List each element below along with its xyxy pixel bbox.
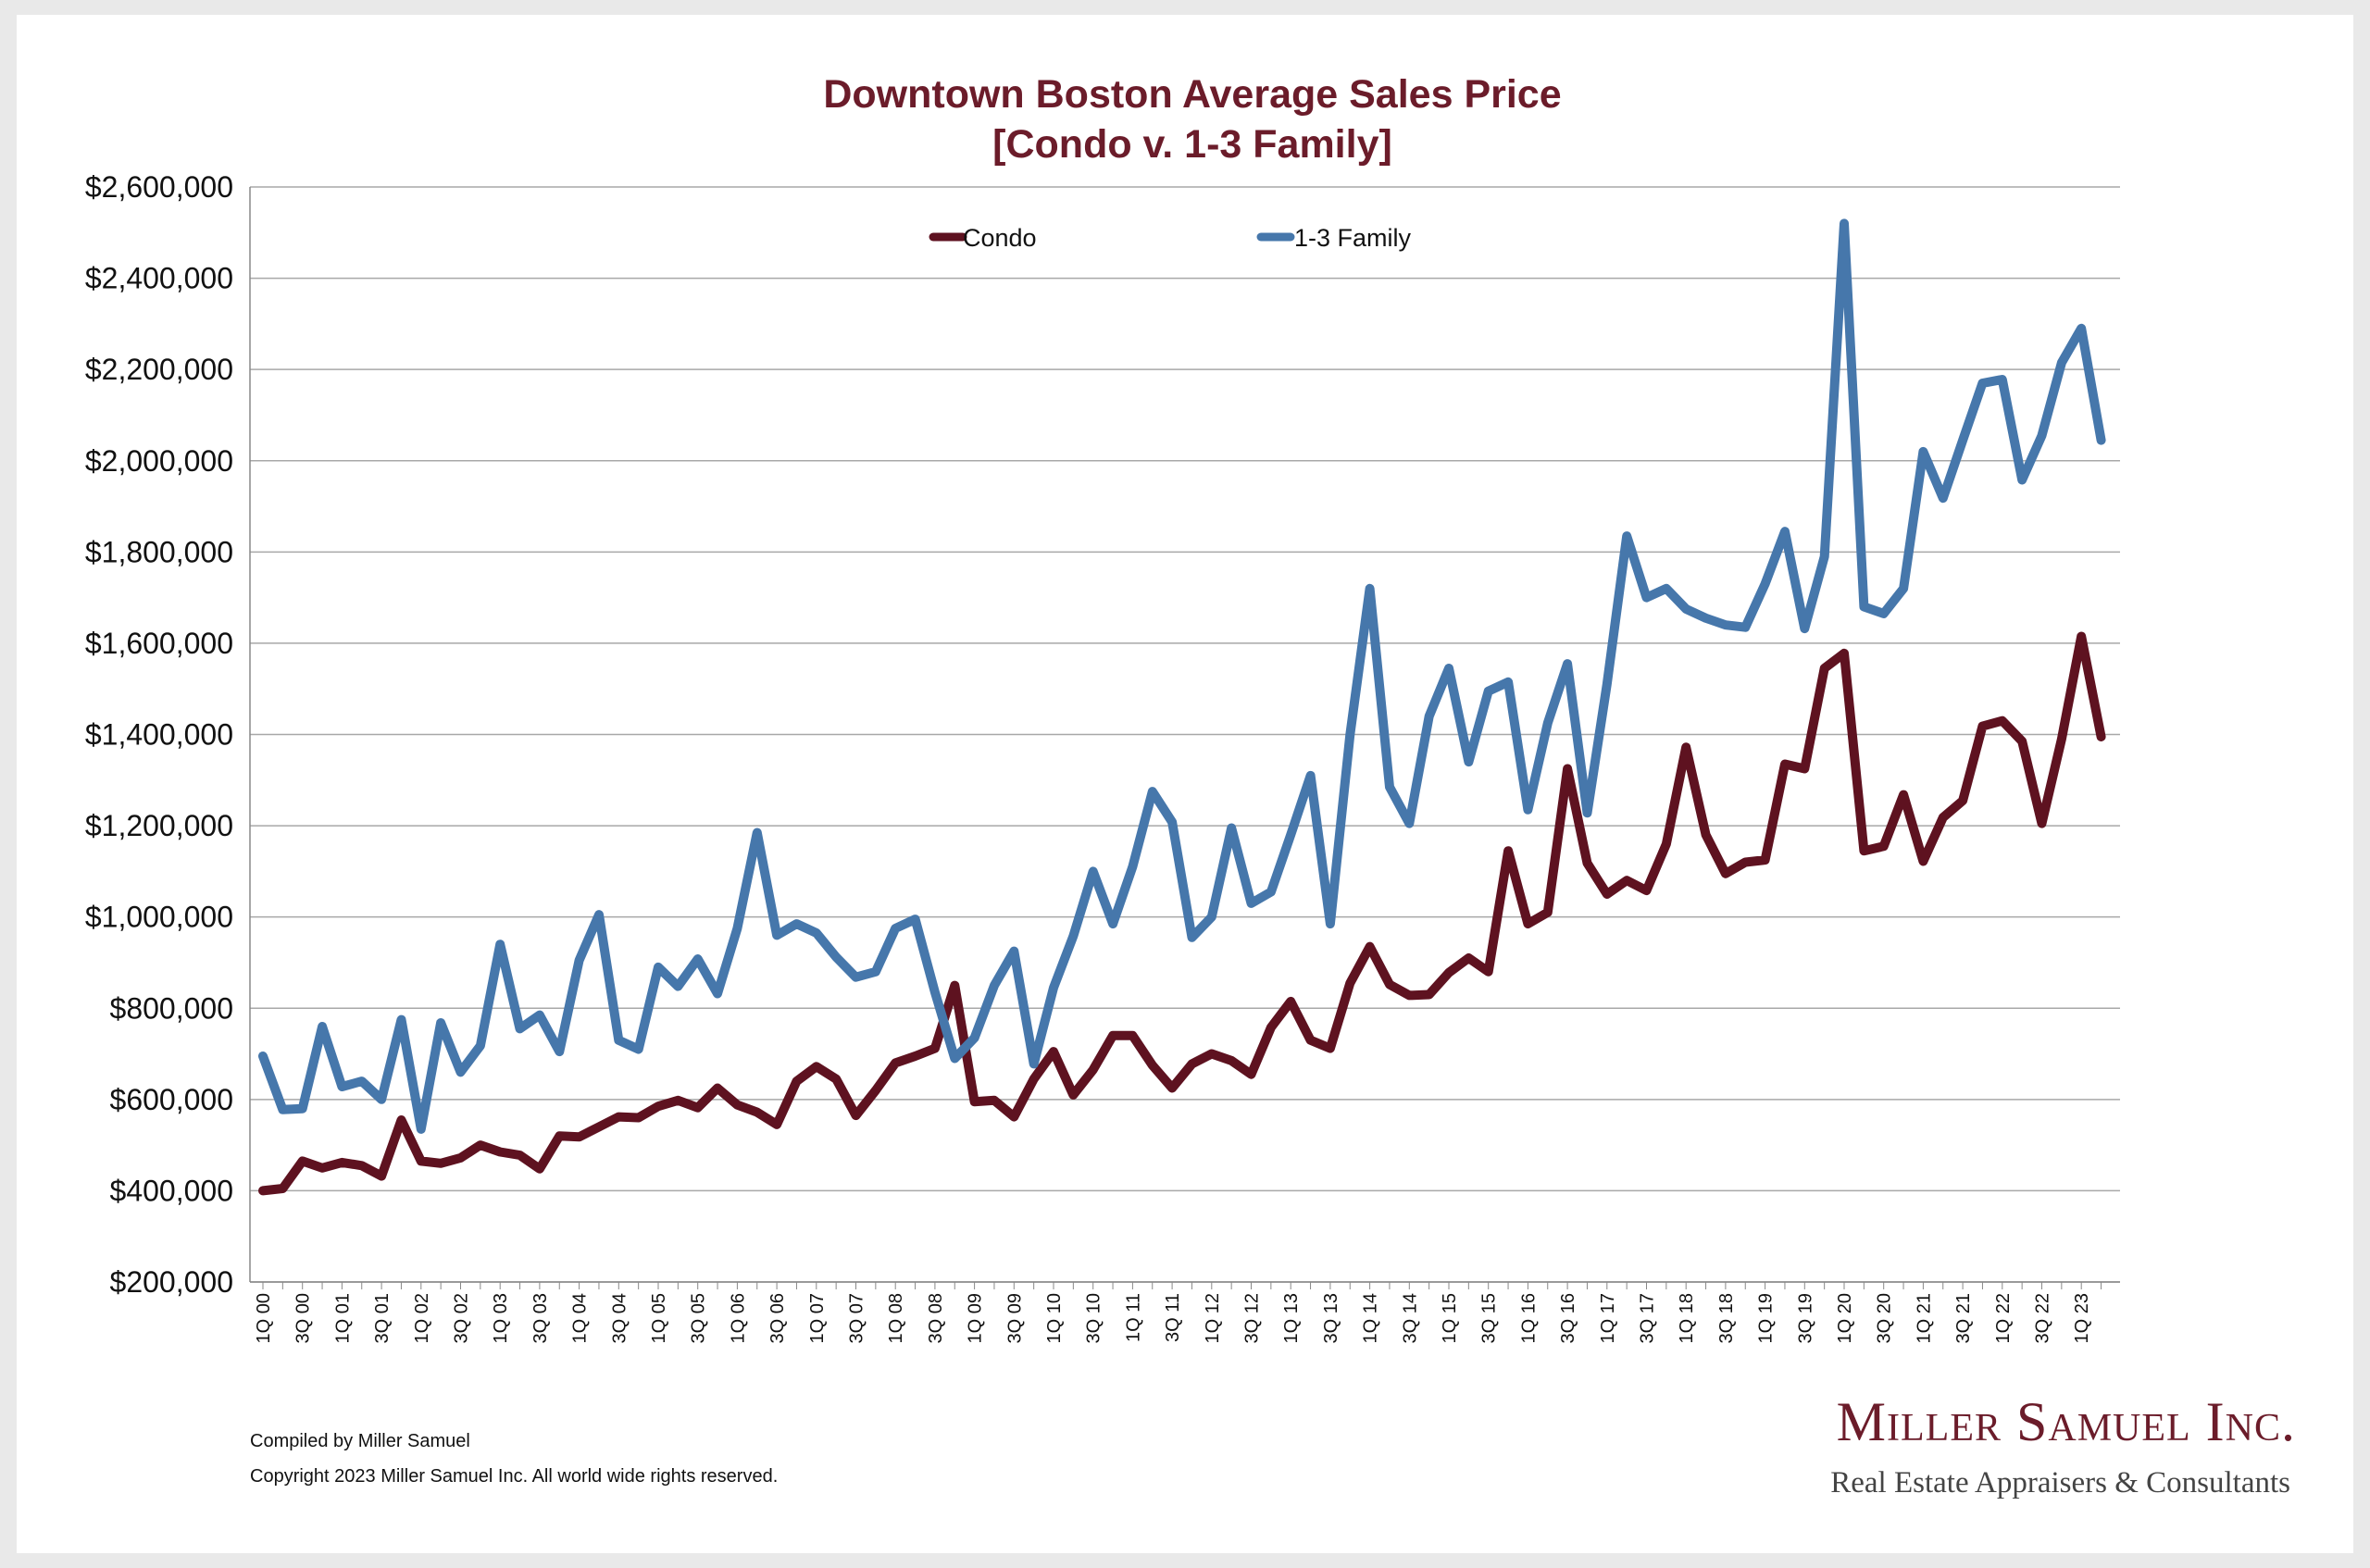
x-tick-label: 1Q 17 bbox=[1598, 1293, 1618, 1343]
x-tick-label: 3Q 16 bbox=[1558, 1293, 1578, 1343]
x-tick-label: 3Q 02 bbox=[452, 1293, 472, 1343]
y-tick-label: $1,600,000 bbox=[85, 627, 233, 660]
x-tick-label: 1Q 11 bbox=[1123, 1293, 1143, 1342]
y-axis: $200,000 $400,000 $600,000 $800,000 $1,000,0… bbox=[85, 170, 233, 1299]
x-tick-label: 3Q 19 bbox=[1795, 1293, 1815, 1343]
x-tick-label: 3Q 03 bbox=[530, 1293, 551, 1343]
y-tick-label: $2,000,000 bbox=[85, 444, 233, 478]
y-tick-label: $200,000 bbox=[110, 1265, 233, 1299]
x-tick-label: 3Q 09 bbox=[1004, 1293, 1025, 1343]
x-tick-label: 3Q 20 bbox=[1875, 1293, 1895, 1343]
copyright-note: Copyright 2023 Miller Samuel Inc. All wo… bbox=[250, 1466, 779, 1487]
y-tick-label: $1,400,000 bbox=[85, 718, 233, 752]
x-tick-label: 1Q 21 bbox=[1914, 1293, 1934, 1343]
x-tick-label: 3Q 06 bbox=[767, 1293, 788, 1343]
x-tick-label: 1Q 09 bbox=[966, 1293, 986, 1343]
y-tick-label: $800,000 bbox=[110, 991, 233, 1025]
y-tick-label: $600,000 bbox=[110, 1083, 233, 1116]
x-tick-label: 1Q 14 bbox=[1361, 1293, 1381, 1343]
x-tick-label: 1Q 05 bbox=[649, 1293, 669, 1343]
grid bbox=[250, 186, 2120, 1283]
x-tick-label: 3Q 07 bbox=[847, 1293, 867, 1343]
x-tick-label: 1Q 20 bbox=[1835, 1293, 1855, 1343]
y-tick-label: $2,200,000 bbox=[85, 353, 233, 386]
x-tick-label: 3Q 05 bbox=[689, 1293, 709, 1343]
x-tick-label: 3Q 21 bbox=[1953, 1293, 1974, 1343]
legend-label-1-3-family: 1-3 Family bbox=[1294, 224, 1412, 252]
chart-title: Downtown Boston Average Sales Price bbox=[823, 72, 1561, 117]
series-line-condo bbox=[258, 631, 2106, 1196]
x-tick-label: 3Q 12 bbox=[1242, 1293, 1263, 1343]
company-logo-name: Miller Samuel Inc. bbox=[1836, 1391, 2296, 1452]
legend: Condo 1-3 Family bbox=[929, 224, 1412, 252]
x-tick-label: 1Q 16 bbox=[1518, 1293, 1539, 1343]
x-tick-label: 1Q 06 bbox=[728, 1293, 748, 1343]
x-tick-label: 3Q 10 bbox=[1084, 1293, 1104, 1343]
x-tick-label: 3Q 18 bbox=[1716, 1293, 1737, 1343]
x-tick-label: 1Q 15 bbox=[1440, 1293, 1460, 1343]
x-tick-label: 1Q 23 bbox=[2072, 1293, 2092, 1343]
x-tick-label: 3Q 15 bbox=[1479, 1293, 1500, 1343]
x-tick-label: 1Q 22 bbox=[1993, 1293, 2014, 1343]
x-tick-label: 3Q 14 bbox=[1400, 1293, 1420, 1343]
x-tick-label: 1Q 07 bbox=[807, 1293, 828, 1343]
x-tick-label: 1Q 00 bbox=[254, 1293, 274, 1343]
company-logo-tagline: Real Estate Appraisers & Consultants bbox=[1830, 1466, 2290, 1500]
chart-subtitle: [Condo v. 1-3 Family] bbox=[992, 122, 1392, 167]
x-tick-label: 1Q 01 bbox=[332, 1293, 353, 1343]
x-tick-label: 3Q 08 bbox=[926, 1293, 946, 1343]
legend-label-condo: Condo bbox=[963, 224, 1037, 252]
x-tick-label: 3Q 00 bbox=[293, 1293, 314, 1343]
x-tick-label: 1Q 13 bbox=[1281, 1293, 1302, 1343]
x-tick-label: 1Q 19 bbox=[1756, 1293, 1777, 1343]
x-axis: 1Q 00 3Q 00 1Q 01 3Q 01 1Q 02 3Q 02 1Q 03 3Q 03… bbox=[249, 187, 2120, 1343]
y-tick-label: $1,000,000 bbox=[85, 901, 233, 934]
compiled-note: Compiled by Miller Samuel bbox=[250, 1431, 470, 1451]
x-tick-label: 3Q 22 bbox=[2033, 1293, 2053, 1343]
x-tick-label: 1Q 03 bbox=[491, 1293, 511, 1343]
x-tick-label: 3Q 17 bbox=[1638, 1293, 1658, 1343]
x-tick-label: 1Q 08 bbox=[886, 1293, 906, 1343]
x-tick-label: 3Q 01 bbox=[372, 1293, 393, 1343]
x-tick-label: 1Q 12 bbox=[1203, 1293, 1223, 1343]
series-group bbox=[258, 218, 2106, 1196]
x-tick-label: 1Q 18 bbox=[1677, 1293, 1697, 1343]
x-tick-label: 3Q 11 bbox=[1163, 1293, 1183, 1342]
series-line-1-3-family bbox=[258, 218, 2106, 1134]
y-tick-label: $1,800,000 bbox=[85, 535, 233, 568]
x-tick-label: 1Q 10 bbox=[1044, 1293, 1065, 1343]
y-tick-label: $2,600,000 bbox=[85, 170, 233, 204]
x-tick-label: 3Q 13 bbox=[1321, 1293, 1341, 1343]
x-tick-label: 3Q 04 bbox=[609, 1293, 630, 1343]
x-tick-label: 1Q 02 bbox=[412, 1293, 432, 1343]
x-tick-label: 1Q 04 bbox=[570, 1293, 591, 1343]
y-tick-label: $1,200,000 bbox=[85, 809, 233, 842]
y-tick-label: $2,400,000 bbox=[85, 262, 233, 295]
y-tick-label: $400,000 bbox=[110, 1174, 233, 1207]
